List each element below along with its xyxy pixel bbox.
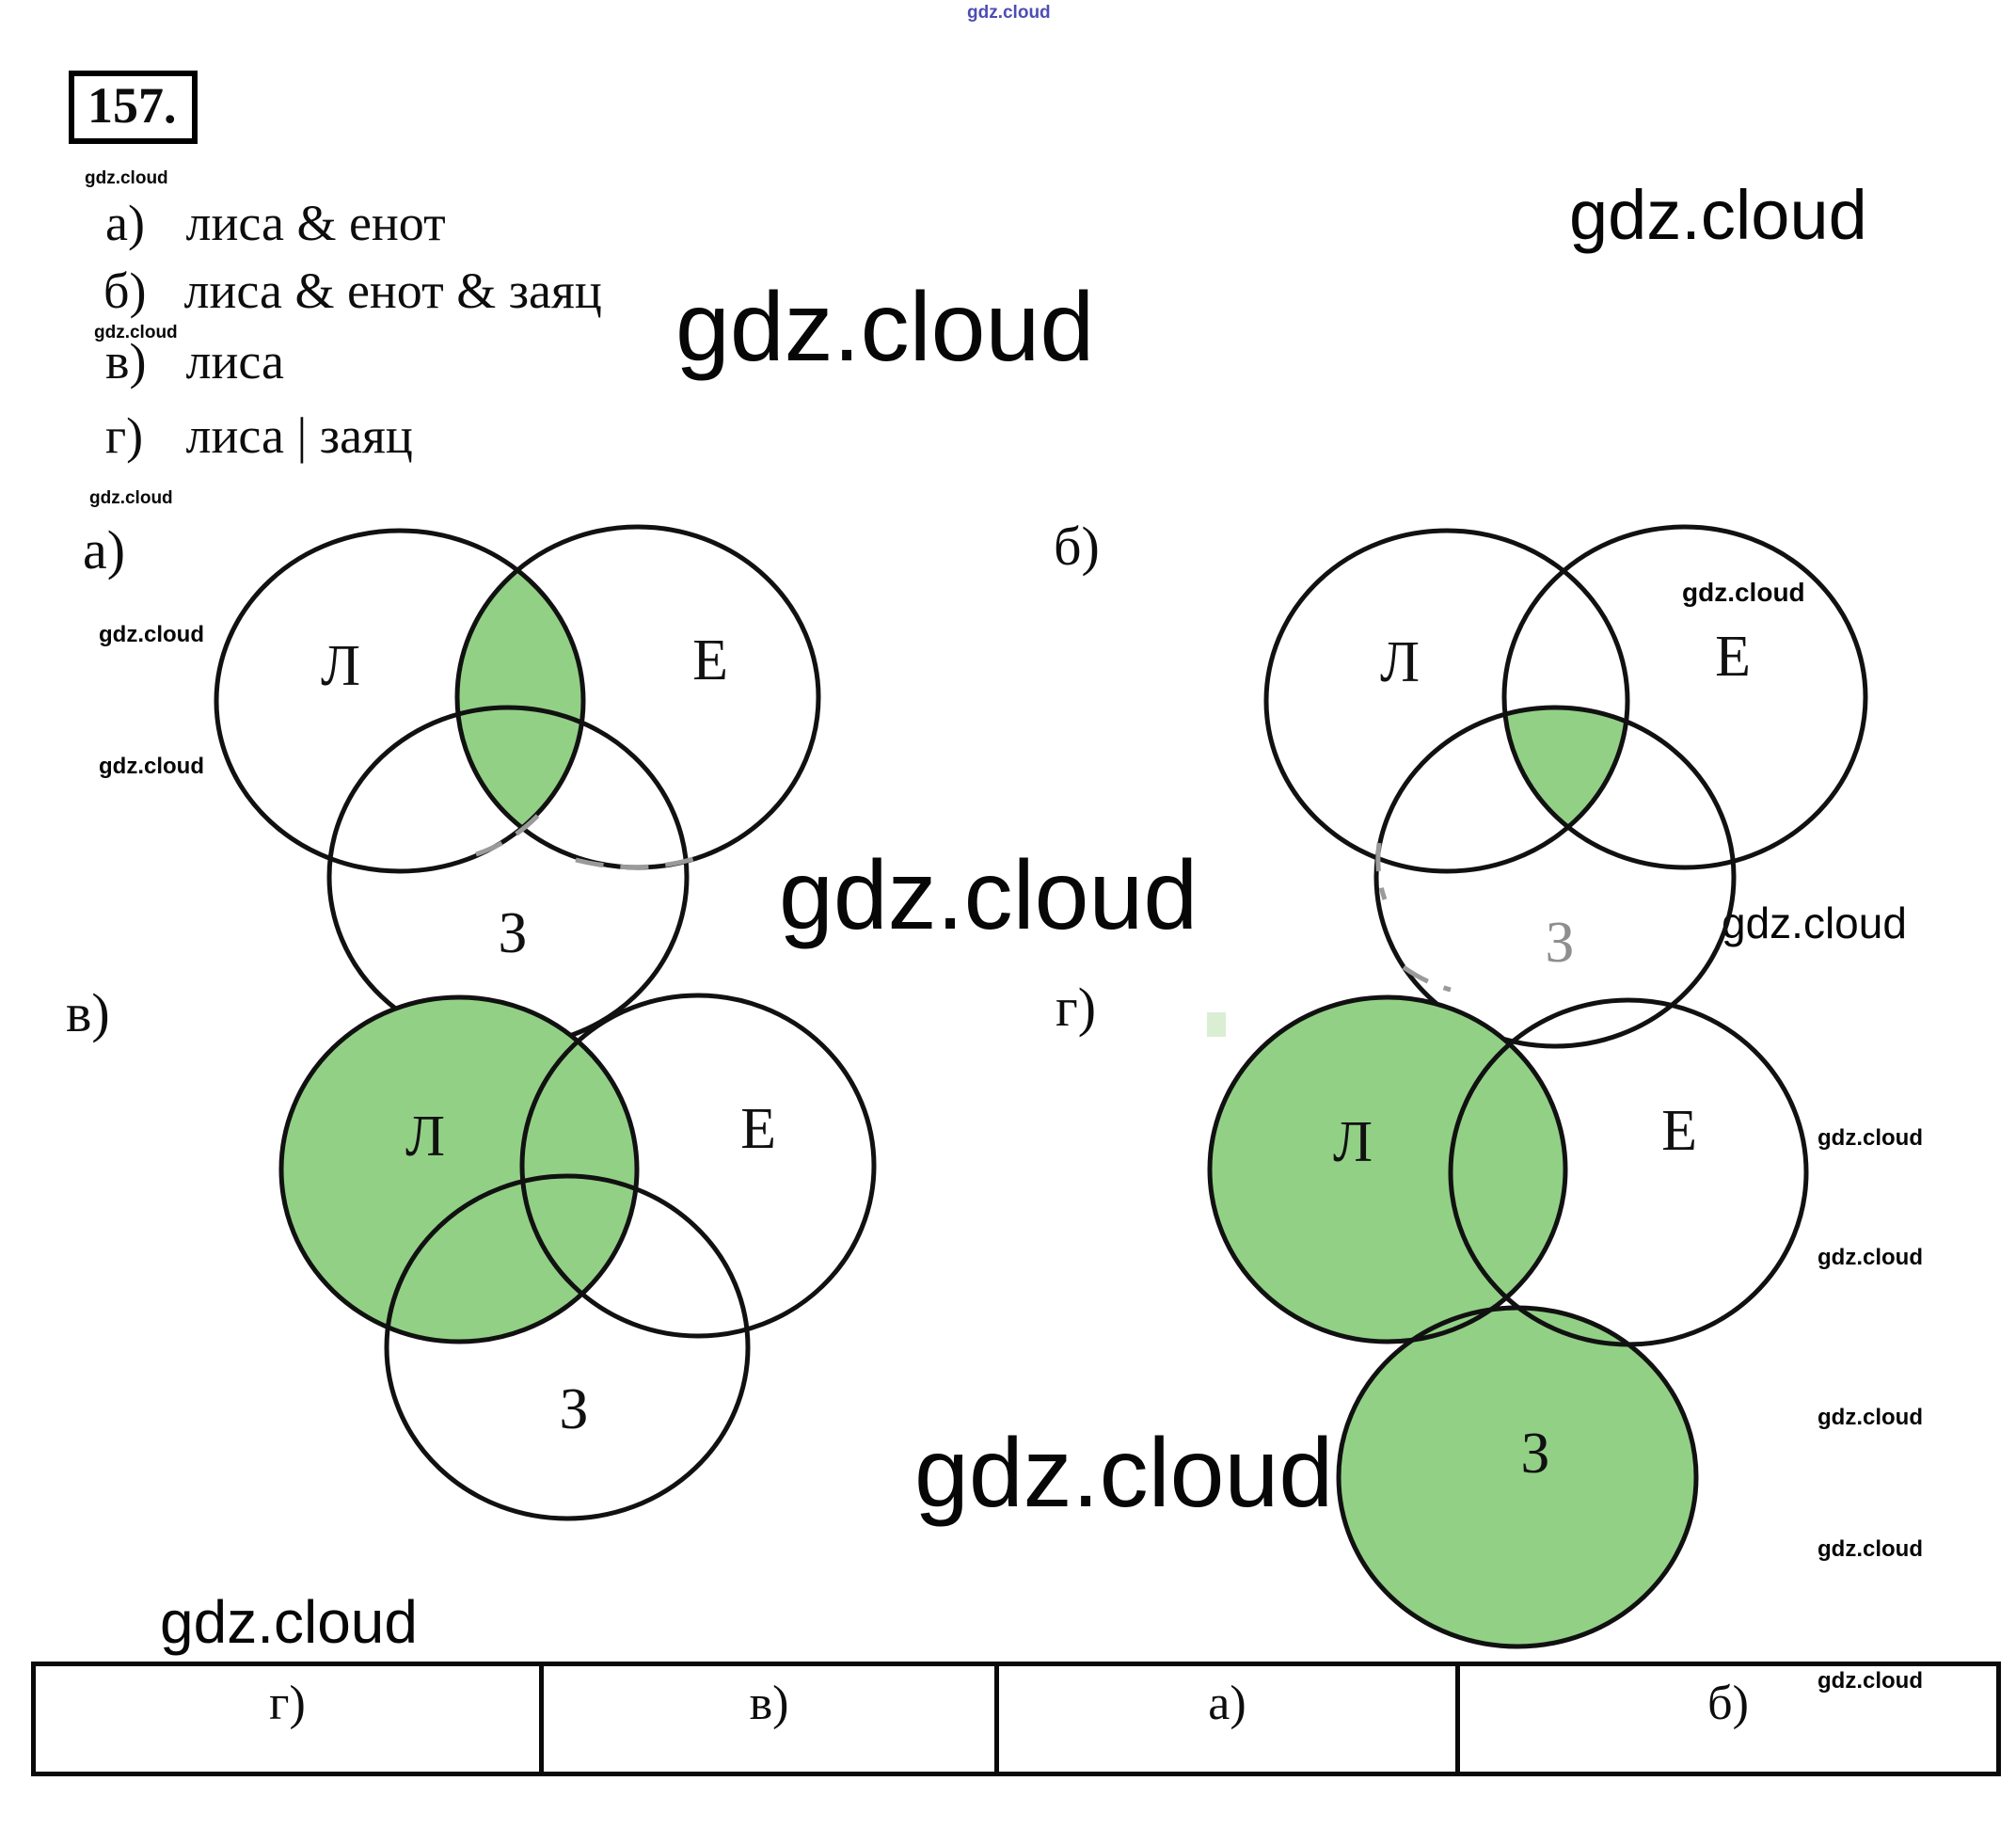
watermark-top-center: gdz.cloud bbox=[967, 3, 1051, 23]
watermark-large-3: gdz.cloud bbox=[914, 1419, 1334, 1528]
query-key: г) bbox=[105, 407, 144, 464]
query-expression: лиса & енот bbox=[185, 195, 446, 251]
diagram-label-a: а) bbox=[83, 519, 126, 581]
set-label-l: Л bbox=[1380, 630, 1420, 694]
dashed-arc bbox=[575, 856, 694, 870]
answer-table: г) в) а) б) bbox=[31, 1662, 2001, 1776]
circle-fox bbox=[1263, 528, 1630, 874]
circle-fox bbox=[1207, 994, 1568, 1344]
venn-diagram-b: Л Е З bbox=[1263, 524, 1868, 1049]
set-label-e: Е bbox=[1661, 1099, 1697, 1163]
shaded-region-z bbox=[1339, 1308, 1696, 1646]
watermark-small: gdz.cloud bbox=[99, 754, 204, 779]
circle-raccoon bbox=[1501, 524, 1868, 870]
watermark-bottom-left: gdz.cloud bbox=[160, 1588, 418, 1656]
watermark-small: gdz.cloud bbox=[94, 323, 178, 342]
query-expression: лиса & енот & заяц bbox=[183, 262, 602, 319]
circle-hare bbox=[1373, 705, 1737, 1049]
set-label-l: Л bbox=[321, 634, 360, 698]
set-label-l: Л bbox=[405, 1105, 445, 1169]
query-row-g: г) лиса | заяц bbox=[105, 410, 413, 461]
watermark-small: gdz.cloud bbox=[99, 622, 204, 647]
watermark-small: gdz.cloud bbox=[1818, 1536, 1923, 1562]
watermark-small: gdz.cloud bbox=[89, 488, 173, 508]
scan-artifact bbox=[1207, 986, 1226, 1012]
shaded-region-l-and-e bbox=[457, 531, 583, 867]
problem-number-text: 157. bbox=[87, 77, 177, 134]
set-label-z: З bbox=[559, 1377, 588, 1441]
watermark-small: gdz.cloud bbox=[1818, 1405, 1923, 1430]
query-key: б) bbox=[103, 262, 147, 319]
watermark-small: gdz.cloud bbox=[1818, 1245, 1923, 1270]
venn-diagram-g: Л Е З bbox=[1207, 986, 1809, 1649]
query-key: в) bbox=[105, 333, 147, 390]
watermark-small: gdz.cloud bbox=[1818, 1125, 1923, 1151]
watermark-large-1: gdz.cloud bbox=[675, 273, 1095, 382]
answer-cell-3: а) bbox=[994, 1666, 1455, 1772]
query-expression: лиса | заяц bbox=[185, 407, 413, 464]
query-row-v: в) лиса bbox=[105, 336, 284, 387]
answer-cell-4: б) bbox=[1455, 1666, 1996, 1772]
problem-number: 157. bbox=[69, 71, 198, 144]
circle-hare bbox=[1336, 1305, 1699, 1649]
set-label-l: Л bbox=[1333, 1110, 1373, 1174]
dashed-arc bbox=[1375, 842, 1388, 900]
set-label-z: З bbox=[1520, 1422, 1549, 1486]
watermark-small: gdz.cloud bbox=[1682, 578, 1805, 607]
answer-cell-1: г) bbox=[269, 1677, 306, 1730]
diagram-label-v: в) bbox=[66, 982, 110, 1043]
set-label-z: З bbox=[1545, 911, 1574, 975]
set-label-z: З bbox=[498, 901, 527, 965]
watermark-top-right: gdz.cloud bbox=[1569, 176, 1867, 254]
watermark-small: gdz.cloud bbox=[85, 168, 168, 188]
dashed-arc bbox=[1402, 964, 1452, 993]
circle-fox bbox=[214, 528, 586, 874]
venn-diagram-a: Л Е З bbox=[214, 524, 821, 1049]
circle-raccoon bbox=[519, 993, 877, 1339]
answer-cell-2: в) bbox=[539, 1666, 994, 1772]
watermark-large-2: gdz.cloud bbox=[779, 841, 1198, 950]
circle-fox bbox=[278, 994, 640, 1344]
scan-artifact bbox=[1207, 1012, 1226, 1037]
set-label-e: Е bbox=[692, 628, 728, 692]
watermark-medium-right: gdz.cloud bbox=[1722, 899, 1907, 947]
set-label-e: Е bbox=[740, 1097, 776, 1161]
set-label-e: Е bbox=[1715, 625, 1751, 689]
dashed-arc bbox=[475, 807, 546, 857]
venn-diagram-v: Л Е З bbox=[278, 993, 877, 1521]
circle-hare bbox=[384, 1173, 751, 1521]
query-key: а) bbox=[105, 195, 145, 251]
query-row-a: а) лиса & енот bbox=[105, 198, 446, 248]
diagram-label-g: г) bbox=[1056, 977, 1097, 1038]
query-expression: лиса bbox=[185, 333, 284, 390]
watermark-small: gdz.cloud bbox=[1818, 1668, 1923, 1694]
query-row-b: б) лиса & енот & заяц bbox=[103, 265, 602, 316]
diagram-label-b: б) bbox=[1054, 516, 1100, 577]
